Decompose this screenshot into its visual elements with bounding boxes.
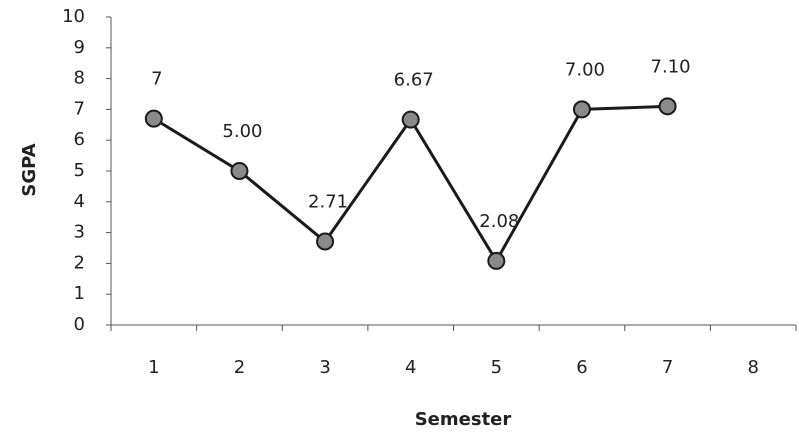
y-tick-label: 2 (74, 252, 85, 273)
data-point (487, 251, 506, 270)
data-point (316, 232, 335, 251)
data-label: 7.00 (565, 59, 605, 80)
data-point (144, 109, 163, 128)
y-tick-label: 6 (74, 129, 85, 150)
data-point (230, 162, 249, 180)
x-tick-label: 6 (576, 357, 587, 378)
data-label: 2.71 (308, 192, 348, 213)
data-label: 2.08 (479, 211, 519, 232)
y-tick-label: 8 (74, 68, 85, 89)
y-tick-label: 1 (74, 283, 85, 304)
x-axis-title: Semester (415, 409, 512, 430)
data-point (401, 110, 420, 129)
y-tick-label: 7 (74, 98, 85, 119)
x-tick-label: 8 (747, 357, 758, 378)
y-axis-title: SGPA (19, 143, 40, 196)
x-tick-label: 7 (662, 357, 673, 378)
x-tick-label: 2 (234, 357, 245, 378)
data-label: 6.67 (394, 70, 434, 91)
data-label: 7.10 (651, 56, 691, 77)
x-tick-label: 5 (491, 357, 502, 378)
y-tick-label: 5 (74, 160, 85, 181)
y-tick-label: 0 (74, 314, 85, 335)
data-point (572, 100, 591, 119)
data-label: 7 (151, 69, 162, 90)
x-tick-label: 1 (148, 357, 159, 378)
data-point (658, 97, 677, 116)
x-tick-label: 4 (405, 357, 416, 378)
y-tick-label: 10 (62, 6, 85, 27)
y-tick-label: 9 (74, 37, 85, 58)
x-tick-label: 3 (319, 357, 330, 378)
y-tick-label: 3 (74, 222, 85, 243)
data-label: 5.00 (222, 121, 262, 142)
y-tick-label: 4 (74, 191, 85, 212)
